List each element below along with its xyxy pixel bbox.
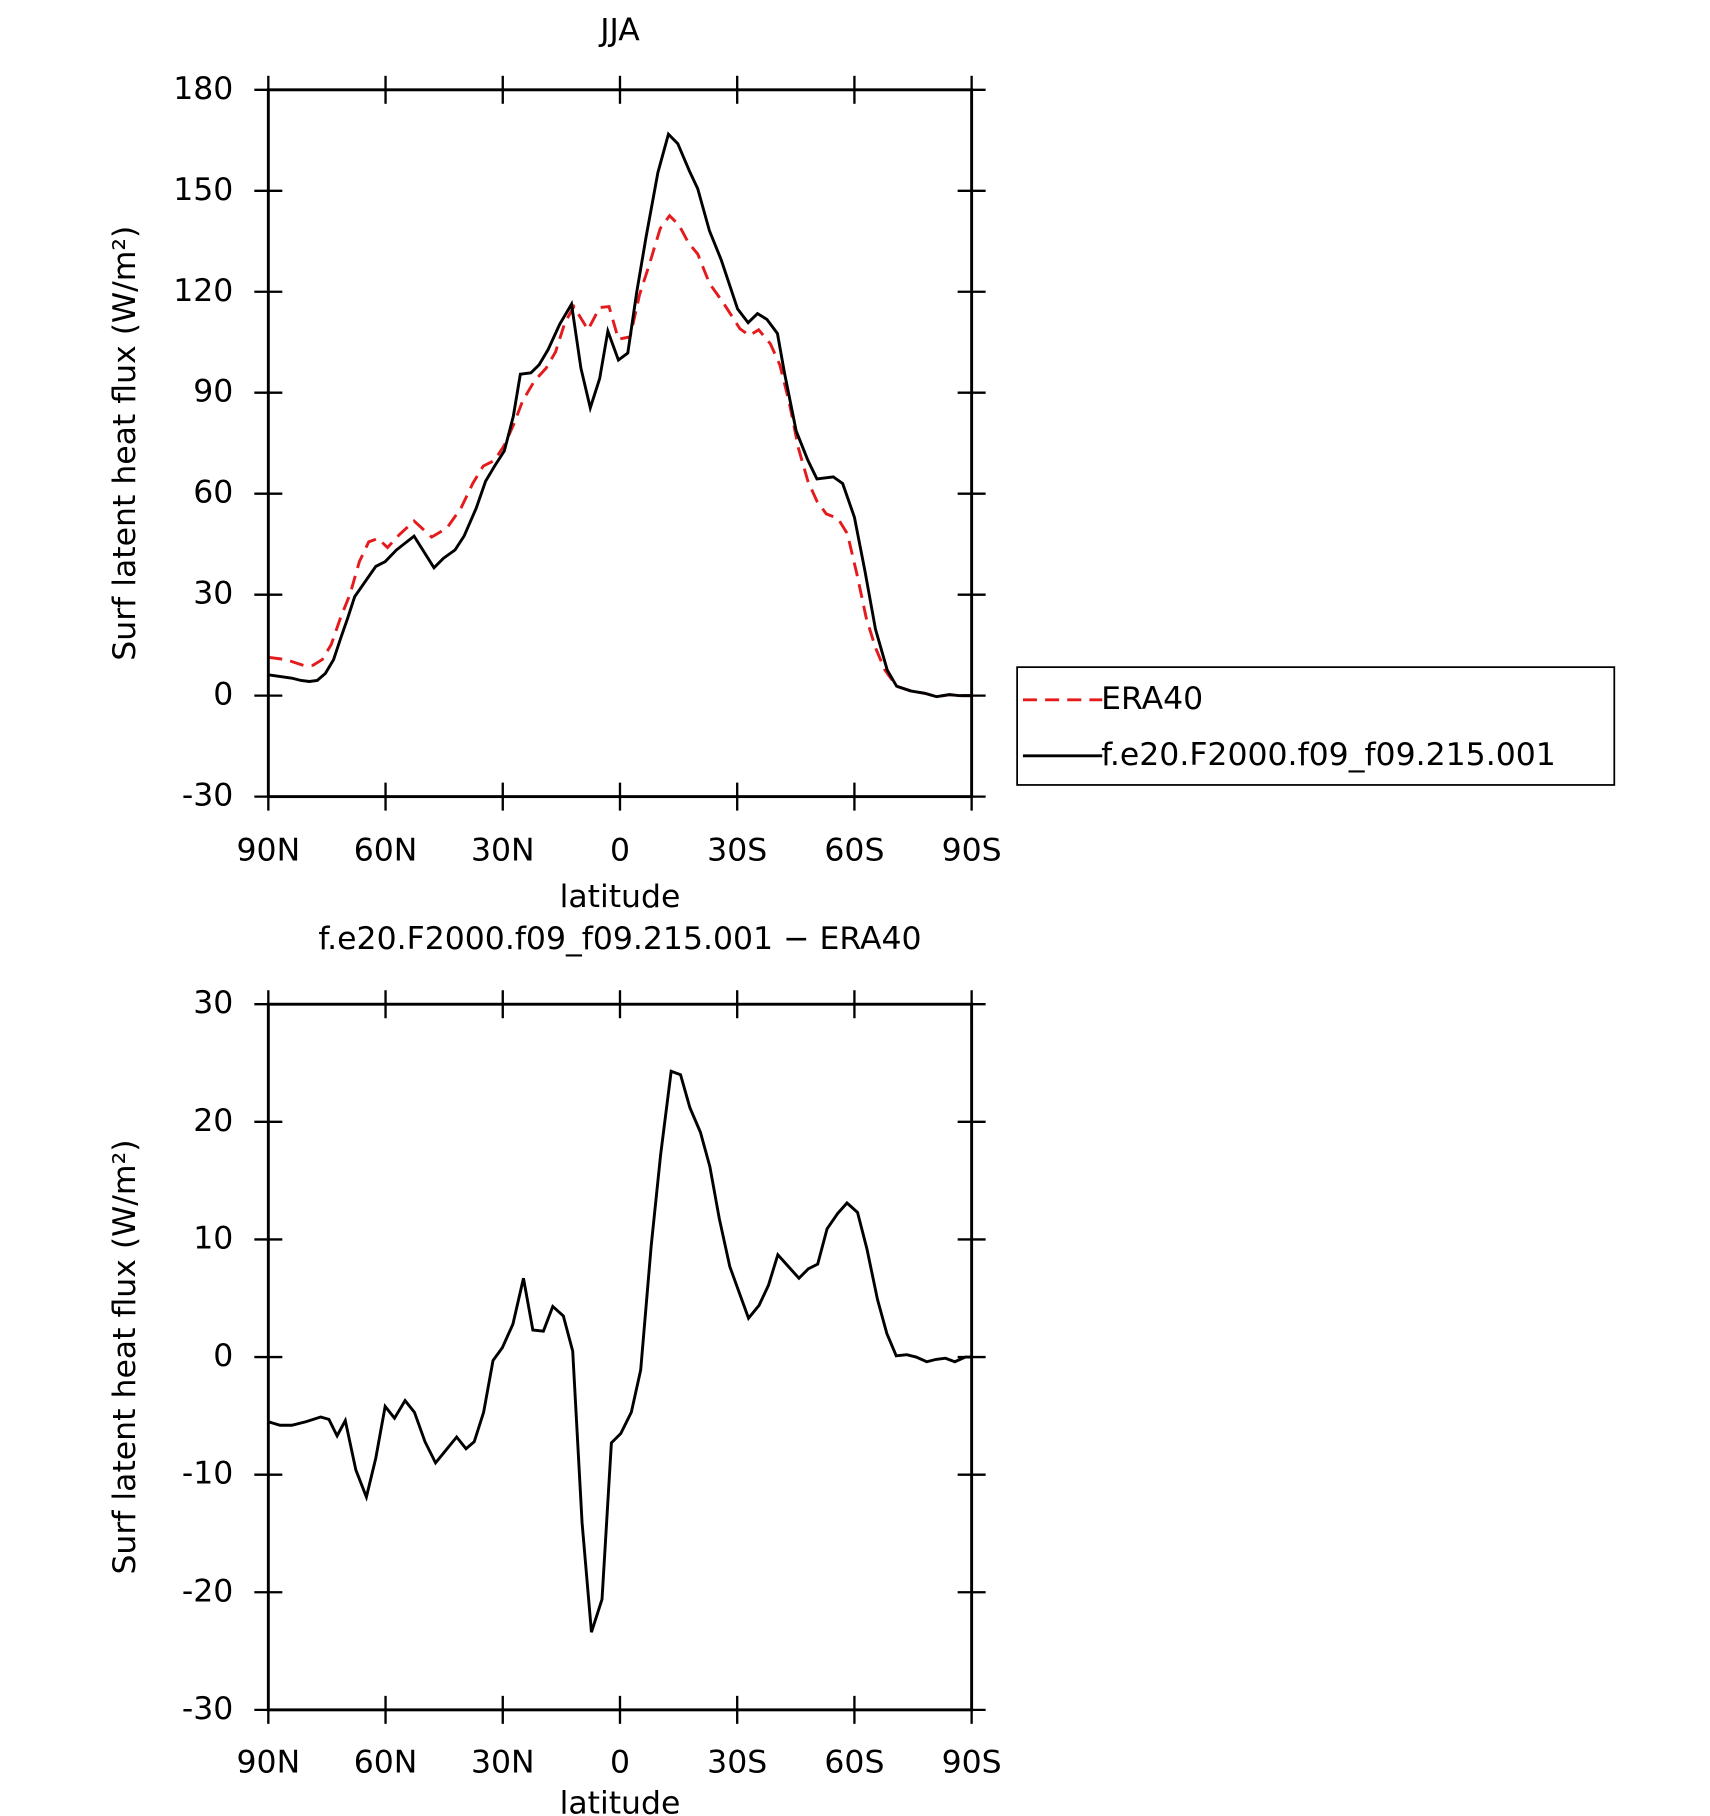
x-axis-label: latitude <box>560 879 681 915</box>
x-tick-label: 60S <box>824 832 884 868</box>
legend-label: f.e20.F2000.f09_f09.215.001 <box>1101 737 1556 773</box>
y-tick-label: 60 <box>193 475 233 511</box>
chart-title: f.e20.F2000.f09_f09.215.001 − ERA40 <box>318 921 921 957</box>
y-tick-label: 30 <box>193 985 233 1021</box>
x-tick-label: 30S <box>707 832 767 868</box>
y-axis-label: Surf latent heat flux (W/m²) <box>107 226 143 661</box>
x-tick-label: 60S <box>824 1745 884 1781</box>
x-tick-label: 0 <box>610 1745 630 1781</box>
y-axis-label: Surf latent heat flux (W/m²) <box>107 1140 143 1575</box>
y-tick-label: -20 <box>182 1573 233 1609</box>
legend-label: ERA40 <box>1101 681 1203 717</box>
x-tick-label: 0 <box>610 832 630 868</box>
plot-frame <box>266 1002 974 1712</box>
y-tick-label: 0 <box>213 1338 233 1374</box>
data-line <box>268 213 972 699</box>
data-line <box>267 1069 972 1633</box>
x-tick-label: 30N <box>471 832 535 868</box>
y-tick-label: 90 <box>193 374 233 410</box>
y-tick-label: 0 <box>213 677 233 713</box>
x-tick-label: 90N <box>237 1745 301 1781</box>
x-axis-label: latitude <box>560 1785 681 1816</box>
y-tick-label: 20 <box>193 1103 233 1139</box>
data-line <box>268 131 972 699</box>
x-tick-label: 90N <box>237 832 301 868</box>
y-tick-label: 150 <box>173 172 233 208</box>
chart-title: JJA <box>598 12 640 48</box>
y-tick-label: -10 <box>182 1456 233 1492</box>
y-tick-label: -30 <box>182 1691 233 1727</box>
x-tick-label: 60N <box>354 832 418 868</box>
y-tick-label: 120 <box>173 273 233 309</box>
y-tick-label: 30 <box>193 576 233 612</box>
x-tick-label: 30N <box>471 1745 535 1781</box>
y-tick-label: -30 <box>182 778 233 814</box>
y-tick-label: 180 <box>173 71 233 107</box>
x-tick-label: 90S <box>942 832 1002 868</box>
legend-box <box>1016 666 1616 786</box>
y-tick-label: 10 <box>193 1220 233 1256</box>
x-tick-label: 30S <box>707 1745 767 1781</box>
x-tick-label: 90S <box>942 1745 1002 1781</box>
x-tick-label: 60N <box>354 1745 418 1781</box>
plot-frame <box>266 88 974 799</box>
